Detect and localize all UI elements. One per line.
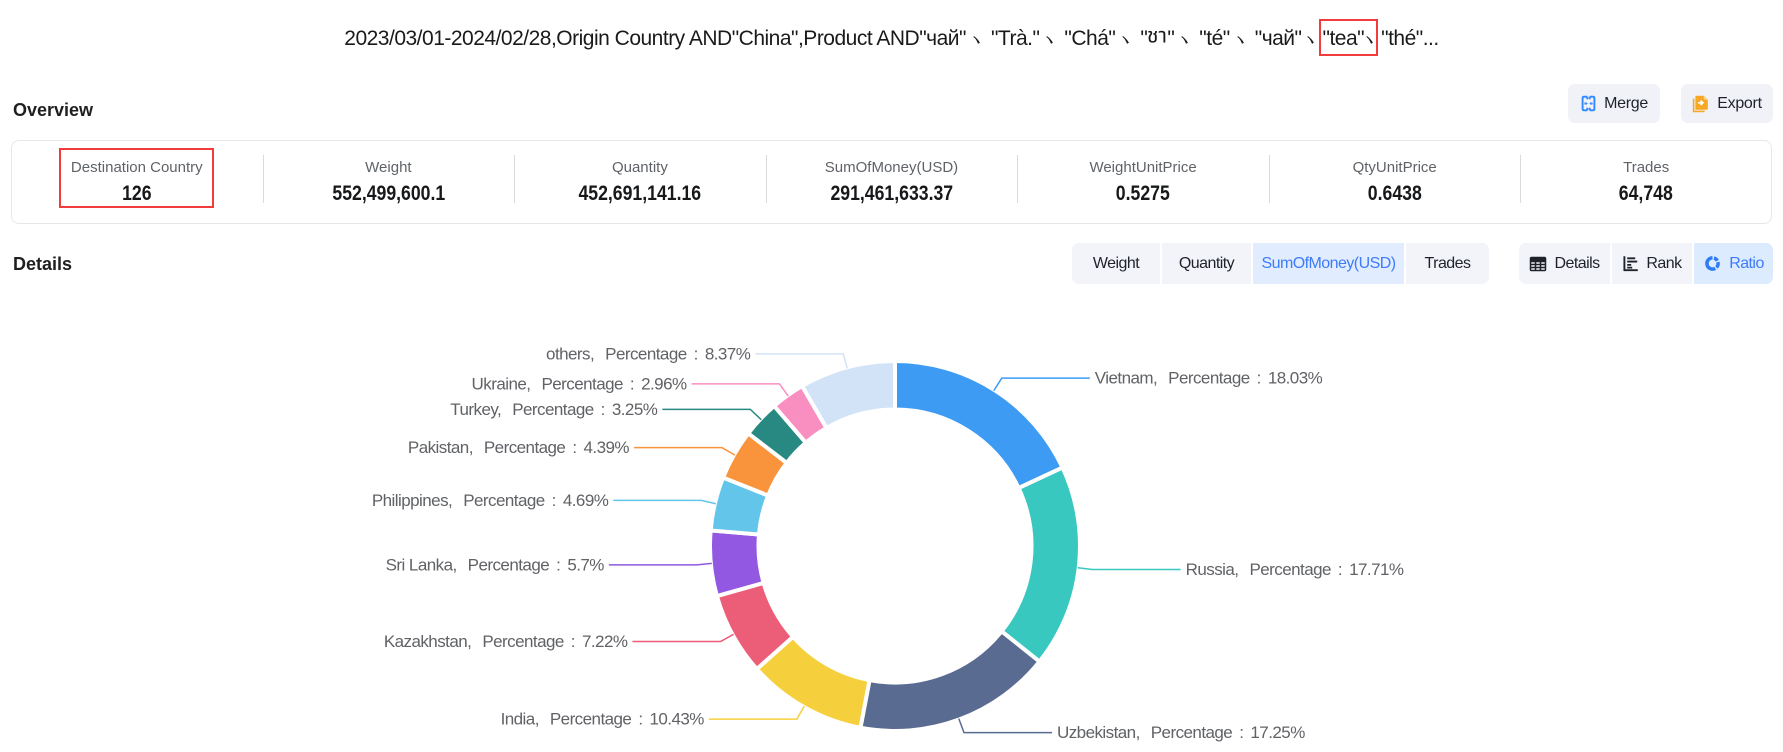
svg-text:Sri Lanka,Percentage:5.7%: Sri Lanka, Percentage:5.7% (386, 555, 605, 574)
svg-text:Pakistan,Percentage:4.39%: Pakistan, Percentage:4.39% (408, 438, 630, 457)
svg-text:Philippines,Percentage:4.69%: Philippines, Percentage:4.69% (372, 491, 609, 510)
svg-text:Ukraine,Percentage:2.96%: Ukraine, Percentage:2.96% (472, 374, 687, 393)
svg-text:others,Percentage:8.37%: others, Percentage:8.37% (546, 344, 751, 363)
svg-text:Vietnam,Percentage:18.03%: Vietnam, Percentage:18.03% (1095, 369, 1323, 388)
svg-text:Russia,Percentage:17.71%: Russia, Percentage:17.71% (1186, 560, 1404, 579)
svg-text:India,Percentage:10.43%: India, Percentage:10.43% (501, 710, 705, 729)
svg-text:Turkey,Percentage:3.25%: Turkey, Percentage:3.25% (450, 400, 657, 419)
svg-text:Kazakhstan,Percentage:7.22%: Kazakhstan, Percentage:7.22% (384, 632, 628, 651)
svg-text:Uzbekistan,Percentage:17.25%: Uzbekistan, Percentage:17.25% (1057, 723, 1305, 742)
